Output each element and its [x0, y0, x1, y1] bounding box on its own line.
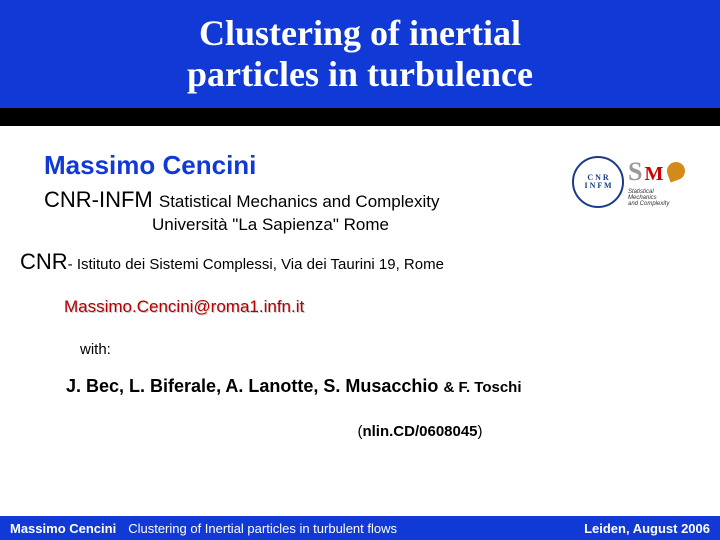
institution-logo: C N R I N F M S M Statistical Mechanics …	[572, 156, 688, 214]
footer-bar: Massimo Cencini Clustering of Inertial p…	[0, 516, 720, 540]
collaborator-last: & F. Toschi	[443, 379, 521, 396]
footer-talk-title: Clustering of Inertial particles in turb…	[128, 521, 584, 536]
ref-close: )	[478, 423, 483, 440]
logo-caption: Statistical Mechanics and Complexity	[628, 189, 686, 207]
affiliation-2-text: - Istituto dei Sistemi Complessi, Via de…	[68, 256, 444, 273]
affiliation-1-prefix: CNR-INFM	[44, 187, 159, 212]
title-line-1: Clustering of inertial	[199, 13, 521, 54]
email-address: Massimo.Cencini@roma1.infn.it	[64, 297, 676, 317]
title-bar: Clustering of inertial particles in turb…	[0, 0, 720, 108]
logo-s: S	[628, 157, 642, 187]
logo-swirl-icon	[665, 159, 688, 182]
with-label: with:	[80, 341, 676, 358]
smc-logo-icon: S M Statistical Mechanics and Complexity	[628, 156, 686, 208]
collaborator-names: J. Bec, L. Biferale, A. Lanotte, S. Musa…	[66, 376, 443, 396]
affiliation-1-line2: Università "La Sapienza" Rome	[152, 215, 676, 235]
ref-code: nlin.CD/0608045	[362, 423, 477, 440]
affiliation-2-prefix: CNR	[20, 249, 68, 274]
affiliation-2: CNR- Istituto dei Sistemi Complessi, Via…	[20, 249, 676, 275]
title-line-2: particles in turbulence	[187, 54, 533, 95]
cnr-infm-logo-icon: C N R I N F M	[572, 156, 624, 208]
footer-venue: Leiden, August 2006	[584, 521, 710, 536]
reference: (nlin.CD/0608045)	[164, 423, 676, 440]
title-underline	[0, 108, 720, 126]
logo-m: M	[644, 163, 663, 186]
affiliation-1-text: Statistical Mechanics and Complexity	[159, 192, 440, 211]
collaborators: J. Bec, L. Biferale, A. Lanotte, S. Musa…	[66, 376, 676, 397]
footer-author: Massimo Cencini	[10, 521, 116, 536]
